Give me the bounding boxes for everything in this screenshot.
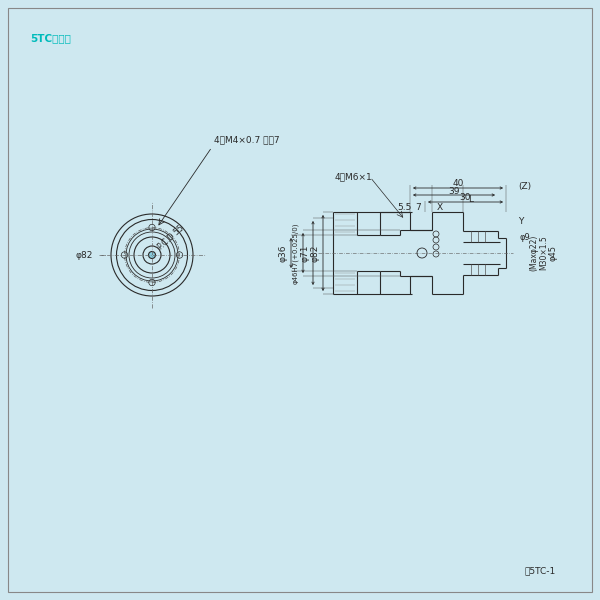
Text: 39: 39 — [448, 187, 460, 196]
Text: Y: Y — [518, 217, 523, 226]
Text: φ71: φ71 — [300, 244, 309, 262]
Text: 囵5TC-1: 囵5TC-1 — [525, 566, 556, 575]
Text: 5TC寸法図: 5TC寸法図 — [30, 33, 71, 43]
Text: 5.5: 5.5 — [397, 202, 411, 211]
Circle shape — [149, 251, 155, 259]
Text: φ36: φ36 — [278, 244, 287, 262]
Text: 30: 30 — [460, 193, 471, 202]
Text: M30×1.5: M30×1.5 — [539, 236, 548, 271]
Text: L: L — [468, 196, 473, 205]
Text: φ82: φ82 — [76, 251, 93, 259]
Text: 4－M6×1: 4－M6×1 — [335, 173, 373, 181]
Text: (Maxφ22): (Maxφ22) — [529, 235, 538, 271]
Circle shape — [143, 246, 161, 264]
Text: φ82: φ82 — [310, 244, 319, 262]
Text: φ45: φ45 — [549, 245, 558, 261]
Text: φ9: φ9 — [519, 232, 530, 241]
Text: 7: 7 — [415, 202, 421, 211]
Text: (Z): (Z) — [518, 181, 531, 191]
Text: φ46H7(+0.025/0): φ46H7(+0.025/0) — [293, 222, 299, 284]
Text: X: X — [437, 202, 443, 211]
Text: 4－M4×0.7 深サ7: 4－M4×0.7 深サ7 — [214, 135, 280, 144]
Text: 40: 40 — [452, 179, 464, 188]
Text: P.C.D 55: P.C.D 55 — [156, 223, 185, 251]
